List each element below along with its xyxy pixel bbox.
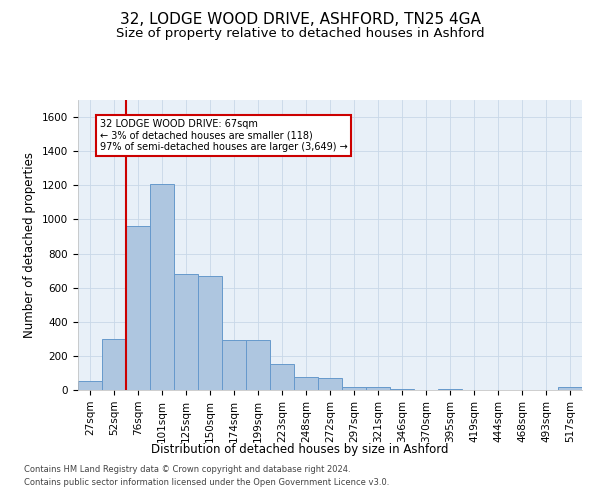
Bar — [174, 274, 198, 390]
Bar — [558, 388, 582, 390]
Text: Size of property relative to detached houses in Ashford: Size of property relative to detached ho… — [116, 28, 484, 40]
Bar — [366, 388, 390, 390]
Text: Distribution of detached houses by size in Ashford: Distribution of detached houses by size … — [151, 442, 449, 456]
Text: 32, LODGE WOOD DRIVE, ASHFORD, TN25 4GA: 32, LODGE WOOD DRIVE, ASHFORD, TN25 4GA — [119, 12, 481, 28]
Bar — [294, 377, 318, 390]
Bar — [246, 340, 270, 390]
Bar — [318, 378, 342, 390]
Y-axis label: Number of detached properties: Number of detached properties — [23, 152, 37, 338]
Bar — [270, 364, 294, 390]
Text: Contains HM Land Registry data © Crown copyright and database right 2024.: Contains HM Land Registry data © Crown c… — [24, 466, 350, 474]
Bar — [222, 340, 246, 390]
Text: Contains public sector information licensed under the Open Government Licence v3: Contains public sector information licen… — [24, 478, 389, 487]
Bar — [150, 184, 174, 390]
Bar — [390, 389, 414, 390]
Text: 32 LODGE WOOD DRIVE: 67sqm
← 3% of detached houses are smaller (118)
97% of semi: 32 LODGE WOOD DRIVE: 67sqm ← 3% of detac… — [100, 119, 347, 152]
Bar — [126, 226, 150, 390]
Bar — [342, 386, 366, 390]
Bar — [78, 382, 102, 390]
Bar — [198, 276, 222, 390]
Bar — [102, 339, 126, 390]
Bar — [438, 389, 462, 390]
